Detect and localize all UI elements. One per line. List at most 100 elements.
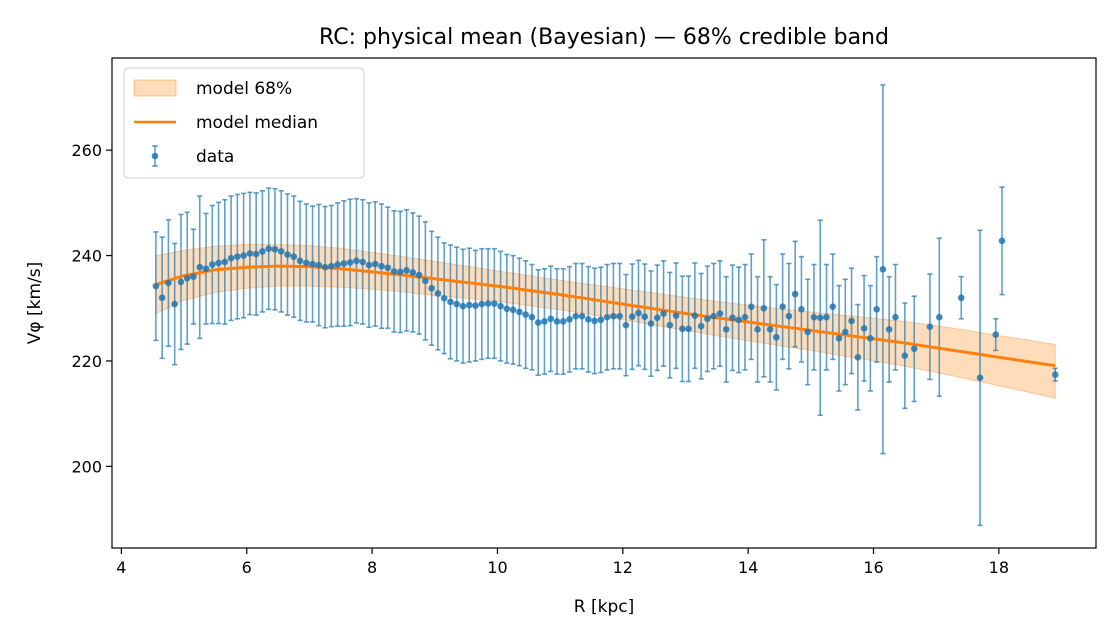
data-point bbox=[785, 312, 793, 320]
legend-data-label: data bbox=[196, 147, 234, 167]
data-point bbox=[315, 261, 323, 269]
data-point bbox=[798, 306, 805, 313]
data-point bbox=[165, 279, 172, 287]
data-point bbox=[873, 306, 880, 313]
data-point bbox=[660, 310, 667, 317]
data-point bbox=[215, 259, 222, 267]
data-point bbox=[936, 313, 943, 321]
data-point bbox=[704, 315, 711, 323]
data-point bbox=[710, 312, 717, 320]
data-point bbox=[428, 284, 435, 292]
data-point bbox=[152, 282, 160, 290]
legend-band-label: model 68% bbox=[196, 79, 292, 99]
data-point bbox=[553, 318, 561, 325]
data-point bbox=[252, 250, 260, 258]
data-point bbox=[735, 316, 743, 324]
data-point bbox=[397, 268, 404, 276]
data-point bbox=[779, 303, 786, 310]
data-point bbox=[541, 318, 548, 325]
data-point bbox=[353, 257, 360, 265]
data-point bbox=[741, 313, 749, 321]
data-point bbox=[246, 250, 254, 257]
data-point bbox=[434, 290, 442, 297]
data-point bbox=[578, 312, 586, 320]
data-point bbox=[766, 326, 774, 333]
data-point bbox=[277, 248, 285, 255]
data-point bbox=[516, 308, 523, 316]
data-point bbox=[290, 253, 298, 260]
data-point bbox=[271, 245, 279, 253]
data-point bbox=[957, 294, 965, 302]
data-point bbox=[459, 302, 467, 310]
data-point bbox=[697, 322, 705, 330]
data-point bbox=[547, 315, 555, 323]
data-point bbox=[390, 268, 398, 275]
y-tick-label: 240 bbox=[71, 247, 102, 266]
chart-title: RC: physical mean (Bayesian) — 68% credi… bbox=[319, 25, 889, 50]
data-point bbox=[653, 314, 661, 322]
y-tick-label: 200 bbox=[71, 457, 102, 476]
data-point bbox=[453, 300, 461, 308]
x-tick-label: 14 bbox=[738, 558, 758, 577]
data-point bbox=[716, 310, 724, 317]
data-point bbox=[403, 267, 410, 274]
legend-median-label: model median bbox=[196, 113, 318, 133]
data-point bbox=[841, 328, 849, 336]
data-point bbox=[240, 252, 247, 259]
data-point bbox=[628, 313, 636, 320]
data-point bbox=[976, 374, 984, 382]
data-point bbox=[528, 313, 536, 321]
legend-box bbox=[123, 67, 365, 179]
y-tick-label: 220 bbox=[71, 352, 102, 371]
data-point bbox=[835, 335, 843, 342]
data-point bbox=[926, 323, 934, 331]
data-point bbox=[171, 300, 178, 308]
x-axis-label: R [kpc] bbox=[574, 597, 634, 617]
data-point bbox=[340, 260, 348, 267]
data-point bbox=[346, 259, 354, 266]
data-point bbox=[371, 260, 379, 268]
data-point bbox=[509, 306, 517, 314]
data-point bbox=[227, 254, 235, 262]
data-point bbox=[302, 259, 310, 267]
legend: model 68% model median data bbox=[123, 67, 365, 179]
data-point bbox=[635, 309, 642, 317]
data-point bbox=[810, 313, 818, 321]
data-point bbox=[190, 273, 197, 280]
data-point bbox=[823, 313, 830, 321]
data-point bbox=[885, 326, 893, 333]
data-point bbox=[867, 335, 874, 342]
data-point bbox=[284, 251, 291, 258]
data-point bbox=[892, 313, 899, 321]
data-point bbox=[854, 353, 862, 361]
data-point bbox=[685, 325, 692, 333]
data-point bbox=[415, 271, 423, 279]
data-point bbox=[754, 326, 761, 333]
data-point bbox=[747, 303, 755, 310]
x-tick-label: 6 bbox=[242, 558, 252, 577]
data-point bbox=[616, 312, 623, 320]
y-tick-label: 260 bbox=[71, 141, 102, 160]
data-point bbox=[328, 262, 335, 270]
median-line bbox=[155, 264, 1056, 368]
data-point bbox=[879, 265, 887, 273]
y-axis-label: Vφ [km/s] bbox=[25, 262, 45, 345]
data-point bbox=[321, 263, 329, 271]
data-point bbox=[234, 253, 241, 260]
data-point bbox=[309, 260, 316, 268]
data-point bbox=[622, 321, 630, 329]
data-point bbox=[910, 345, 918, 353]
data-point bbox=[384, 264, 392, 271]
data-point bbox=[816, 314, 824, 322]
data-point bbox=[378, 262, 385, 270]
data-point bbox=[647, 320, 655, 327]
data-point bbox=[491, 300, 498, 307]
data-point bbox=[585, 316, 592, 323]
data-points bbox=[152, 237, 1059, 382]
plot-area bbox=[152, 84, 1059, 527]
legend-band-swatch bbox=[133, 79, 177, 97]
x-tick-label: 4 bbox=[116, 558, 126, 577]
data-point bbox=[534, 319, 542, 326]
data-point bbox=[566, 316, 573, 323]
data-point bbox=[440, 294, 448, 302]
